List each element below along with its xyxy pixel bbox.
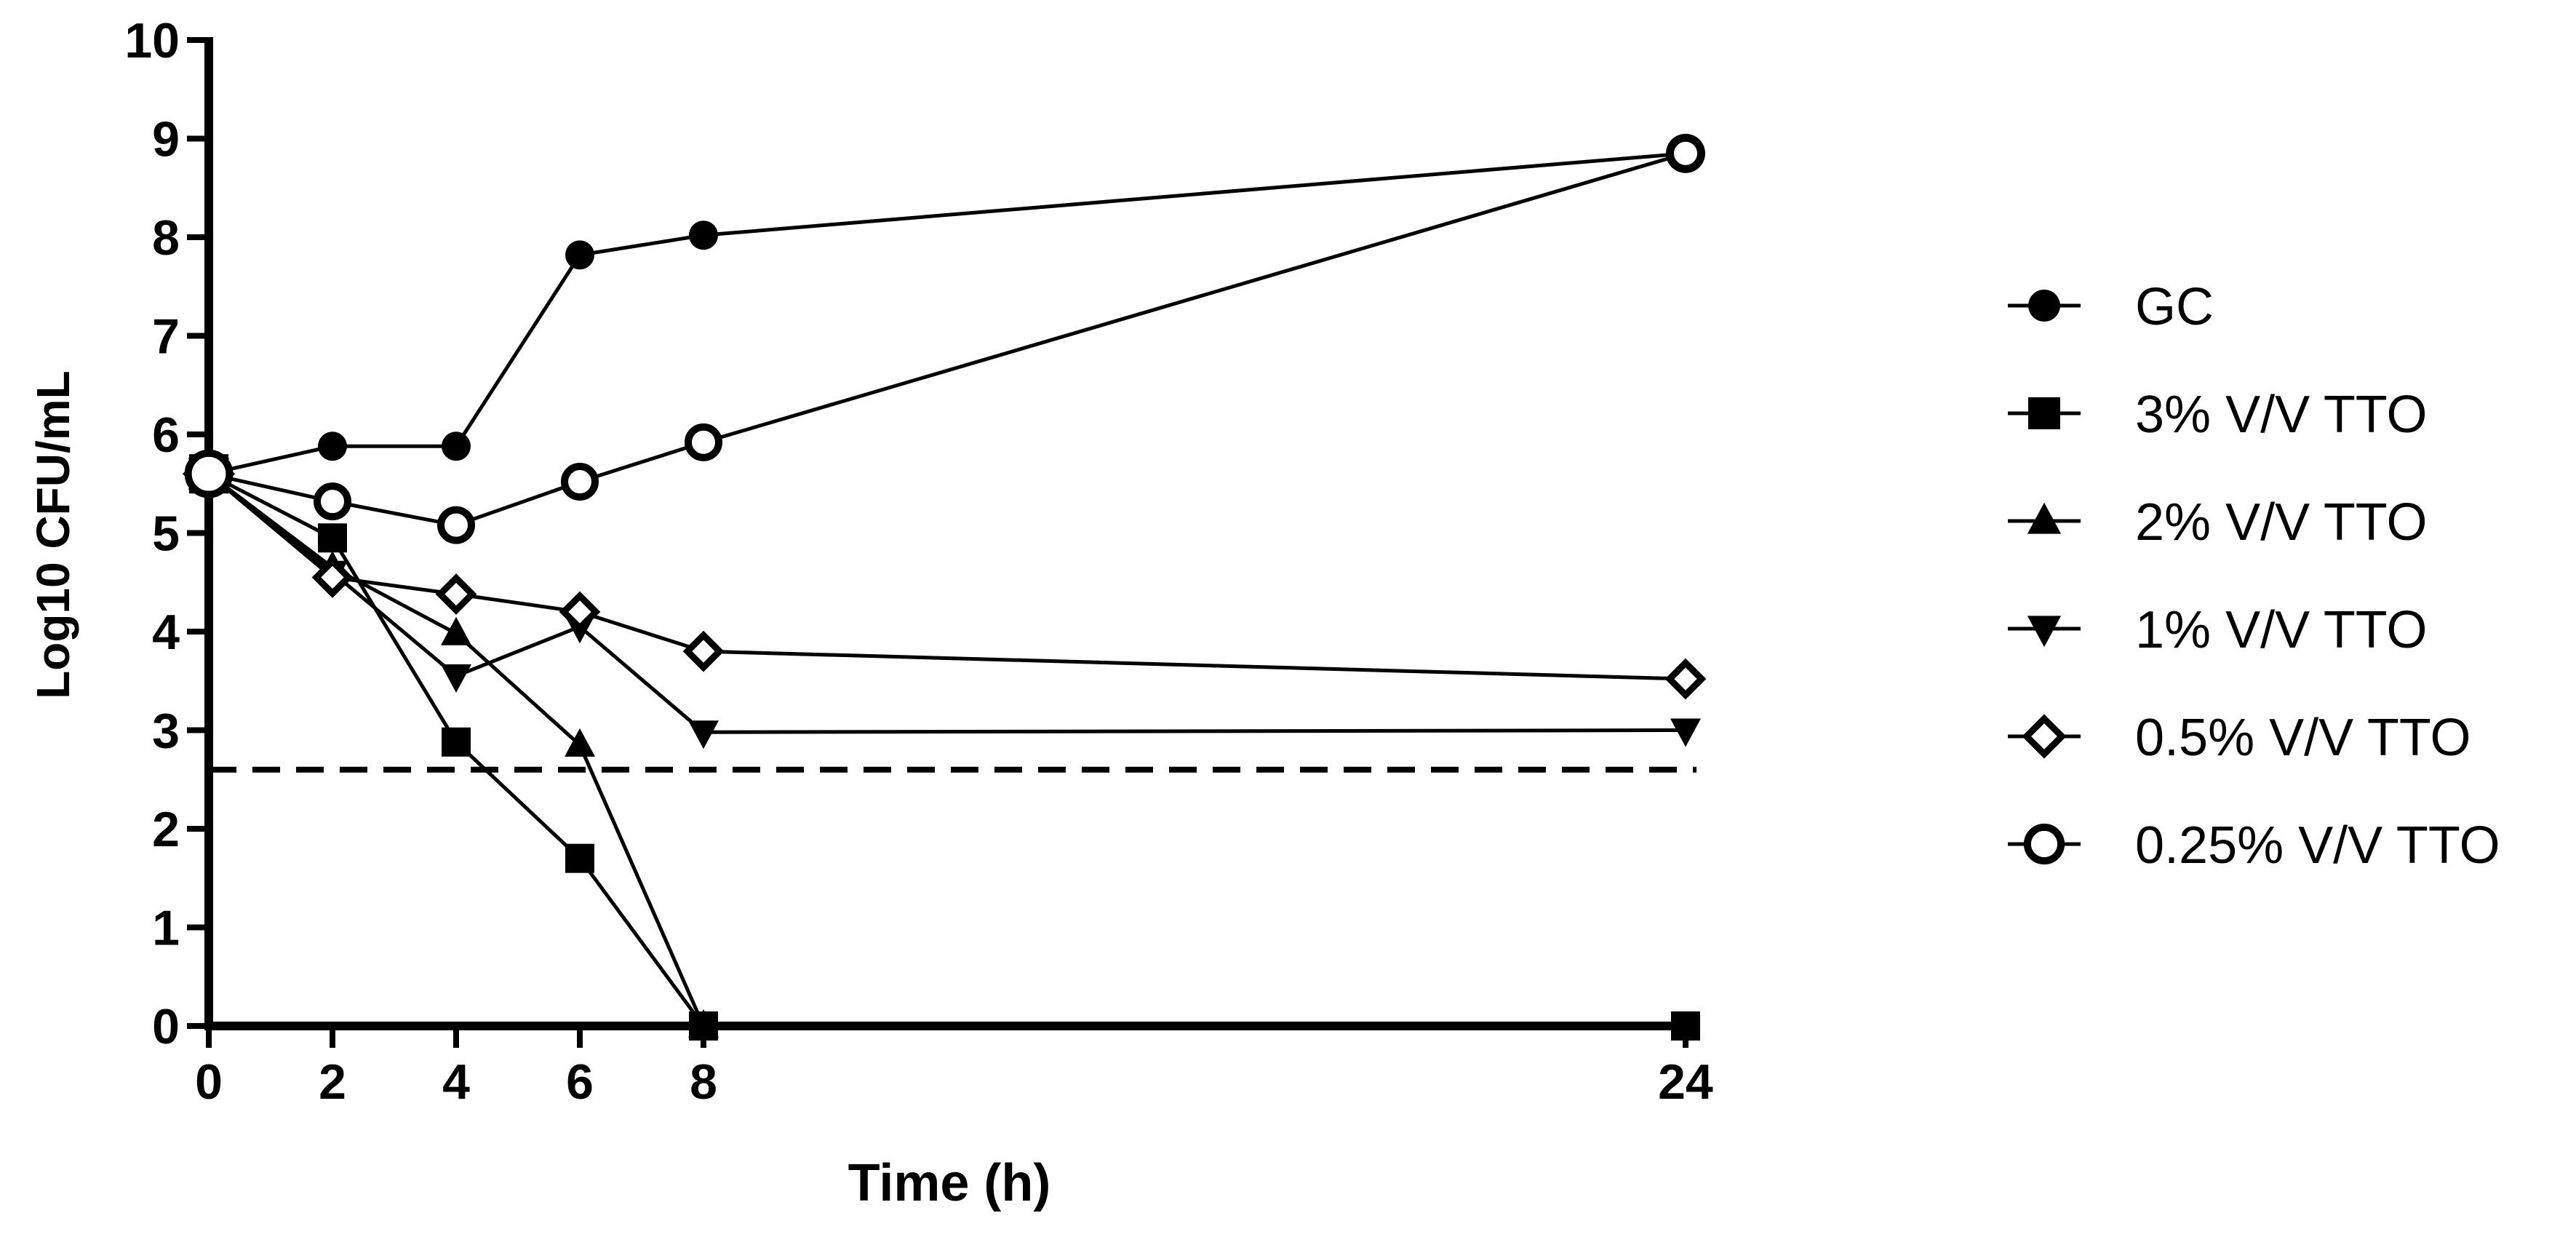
data-point: [311, 557, 354, 598]
series-4: [207, 472, 1686, 681]
data-point: [1670, 718, 1701, 747]
data-point: [685, 423, 722, 461]
data-point: [2028, 397, 2060, 429]
y-tick-label: 3: [152, 704, 180, 759]
data-point: [1671, 1011, 1700, 1041]
y-tick-label: 10: [124, 13, 180, 68]
data-point: [2028, 290, 2060, 322]
data-point: [435, 573, 477, 615]
x-tick-label: 24: [1658, 1054, 1713, 1110]
series-markers-3: [188, 458, 1701, 749]
data-point: [437, 506, 475, 544]
y-tick-label: 7: [152, 309, 180, 365]
x-tick-label: 8: [690, 1054, 717, 1110]
data-point: [1664, 658, 1707, 700]
data-point: [318, 523, 347, 553]
legend-item: 0.5% V/V TTO: [2008, 709, 2471, 767]
data-point: [682, 630, 725, 672]
legend-label: 1% V/V TTO: [2135, 601, 2427, 659]
data-point: [2022, 714, 2067, 759]
x-tick-label: 4: [442, 1054, 470, 1110]
y-tick-label: 2: [152, 802, 180, 857]
data-point: [442, 727, 471, 757]
series-layer: [182, 133, 1707, 1041]
data-point: [184, 449, 234, 498]
data-point: [2027, 616, 2062, 648]
series-3: [207, 472, 1686, 734]
series-markers-5: [184, 134, 1704, 544]
data-point: [689, 220, 718, 250]
y-tick-label: 4: [152, 605, 180, 660]
y-tick-label: 0: [152, 999, 180, 1054]
data-point: [688, 720, 719, 749]
y-tick-label: 1: [152, 901, 180, 956]
legend-label: 3% V/V TTO: [2135, 386, 2427, 444]
x-tick-label: 0: [195, 1054, 223, 1110]
data-point: [1667, 134, 1704, 172]
series-5: [208, 151, 1686, 528]
data-point: [442, 431, 471, 461]
legend-item: 0.25% V/V TTO: [2008, 816, 2500, 875]
legend-label: 2% V/V TTO: [2135, 493, 2427, 552]
y-tick-label: 9: [152, 112, 180, 167]
data-point: [565, 843, 594, 873]
y-tick-label: 5: [152, 506, 180, 562]
series-markers-1: [189, 454, 1700, 1041]
series-line: [207, 472, 1686, 1028]
legend-item: 1% V/V TTO: [2008, 601, 2427, 659]
data-point: [565, 240, 594, 270]
series-line: [208, 151, 1686, 528]
x-tick-label: 2: [319, 1054, 346, 1110]
data-point: [318, 431, 347, 461]
series-line: [208, 151, 1686, 476]
data-point: [559, 591, 601, 633]
legend-label: GC: [2135, 278, 2214, 336]
data-point: [2027, 502, 2062, 534]
legend-item: GC: [2008, 278, 2214, 336]
series-1: [207, 472, 1686, 1028]
series-line: [207, 472, 1686, 681]
series-0: [208, 151, 1686, 476]
data-point: [441, 664, 471, 693]
data-point: [565, 728, 595, 757]
data-point: [688, 1009, 719, 1038]
series-markers-0: [189, 133, 1705, 494]
data-point: [441, 616, 471, 645]
legend-label: 0.5% V/V TTO: [2135, 709, 2471, 767]
legend-label: 0.25% V/V TTO: [2135, 816, 2500, 875]
legend-item: 2% V/V TTO: [2008, 493, 2427, 552]
data-point: [314, 482, 351, 521]
x-axis-label: Time (h): [848, 1154, 1051, 1212]
y-tick-label: 6: [152, 407, 180, 463]
legend-item: 3% V/V TTO: [2008, 386, 2427, 444]
data-point: [561, 463, 599, 501]
data-point: [2023, 823, 2065, 865]
x-tick-label: 6: [566, 1054, 594, 1110]
y-axis-label: Log10 CFU/mL: [27, 370, 79, 699]
legend: GC 3% V/V TTO 2% V/V TTO 1% V/V TTO 0.5% V/V…: [2008, 278, 2500, 875]
series-line: [207, 472, 1686, 734]
y-tick-label: 8: [152, 210, 180, 266]
